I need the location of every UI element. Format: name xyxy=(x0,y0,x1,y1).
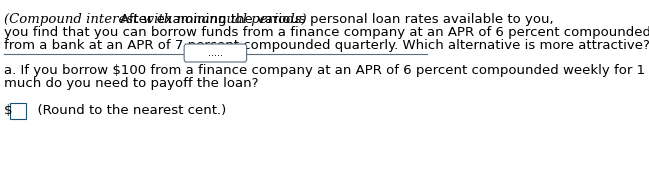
Text: After examining the various personal loan rates available to you,: After examining the various personal loa… xyxy=(116,13,554,26)
Text: (Compound interest with nonannual periods): (Compound interest with nonannual period… xyxy=(4,13,306,26)
Text: from a bank at an APR of 7 percent compounded quarterly. Which alternative is mo: from a bank at an APR of 7 percent compo… xyxy=(4,39,649,52)
Text: (Round to the nearest cent.): (Round to the nearest cent.) xyxy=(29,104,227,117)
Text: a. If you borrow $100 from a finance company at an APR of 6 percent compounded w: a. If you borrow $100 from a finance com… xyxy=(4,64,649,77)
Text: you find that you can borrow funds from a finance company at an APR of 6 percent: you find that you can borrow funds from … xyxy=(4,26,649,39)
FancyBboxPatch shape xyxy=(184,44,247,62)
Text: $: $ xyxy=(4,104,12,117)
Text: .....: ..... xyxy=(208,48,223,58)
Text: much do you need to payoff the loan?: much do you need to payoff the loan? xyxy=(4,77,258,90)
FancyBboxPatch shape xyxy=(10,103,26,119)
